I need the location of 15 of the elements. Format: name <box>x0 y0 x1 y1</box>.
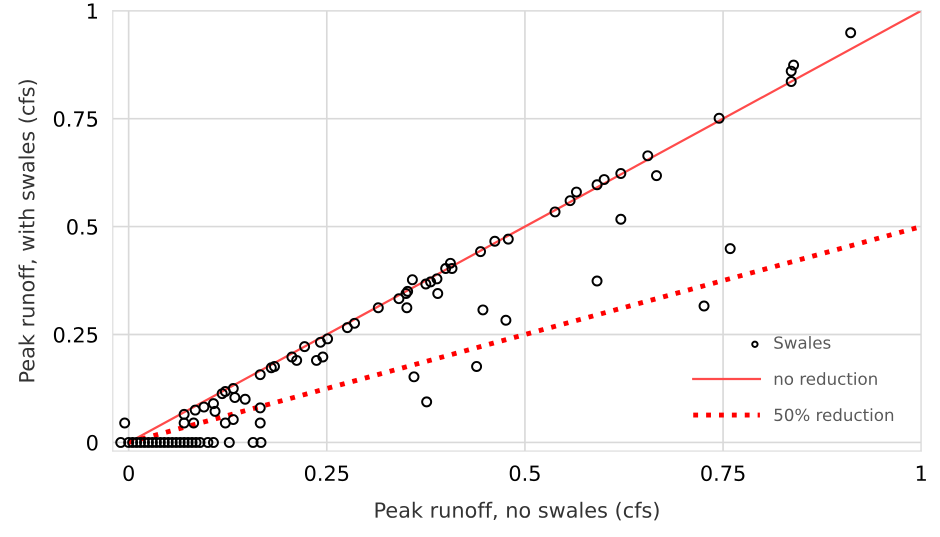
y-tick-label: 0 <box>87 434 98 451</box>
y-tick-label: 1 <box>88 3 97 19</box>
x-tick-label: 0.75 <box>701 465 744 482</box>
y-tick-label: 0.5 <box>67 219 98 235</box>
x-axis-title: Peak runoff, no swales (cfs) <box>376 502 659 520</box>
y-axis-title: Peak runoff, with swales (cfs) <box>18 80 38 382</box>
y-tick-label: 0.25 <box>54 326 98 343</box>
legend-label: 50% reduction <box>774 408 894 422</box>
x-tick-label: 0 <box>123 465 134 482</box>
x-tick-label: 0.25 <box>304 465 348 482</box>
y-tick-label: 0.75 <box>54 111 98 127</box>
legend-label: Swales <box>774 336 830 349</box>
legend-label: no reduction <box>774 372 877 386</box>
x-tick-label: 1 <box>916 466 926 481</box>
x-tick-label: 0.5 <box>510 465 540 482</box>
